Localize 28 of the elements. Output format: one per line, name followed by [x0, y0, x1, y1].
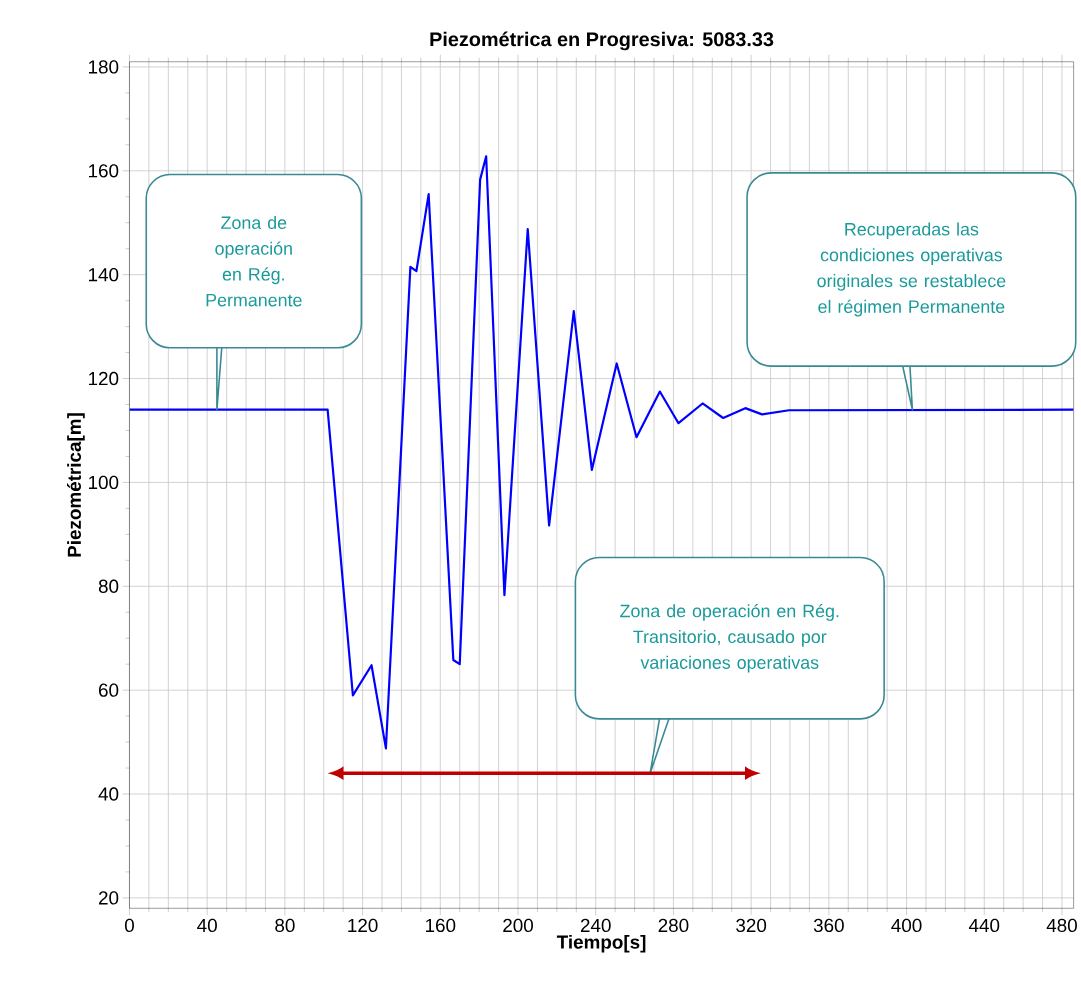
y-tick-label: 80	[98, 579, 119, 594]
y-tick-label: 180	[89, 60, 119, 74]
y-tick-label: 120	[89, 371, 119, 386]
x-tick-label: 40	[197, 918, 217, 933]
x-tick-label: 360	[813, 918, 844, 933]
annotation: Recuperadas las condiciones operativas originales se restablece el régimen Permanente	[817, 222, 1006, 317]
x-tick-label: 280	[658, 918, 689, 933]
y-tick-label: 100	[89, 475, 119, 490]
y-tick-label: 60	[99, 683, 119, 697]
chart-title: Piezométrica en Progresiva: 5083.33	[430, 31, 774, 51]
y-axis-title: Piezométrica[m]	[67, 413, 85, 557]
x-tick-label: 400	[891, 918, 922, 933]
annotation: Zona de operación en Rég. Permanente	[206, 215, 302, 307]
annotation: Zona de operación en Rég. Transitorio, causado por variaciones operativas	[620, 604, 839, 673]
x-tick-label: 480	[1046, 918, 1077, 933]
y-tick-label: 20	[99, 891, 119, 905]
y-tick-label: 160	[89, 164, 119, 178]
x-tick-label: 440	[968, 918, 1000, 933]
x-tick-label: 320	[736, 918, 767, 933]
x-axis-title: Tiempo[s]	[556, 934, 646, 953]
y-tick-label: 140	[89, 268, 119, 282]
x-tick-label: 80	[275, 918, 295, 933]
x-tick-label: 0	[124, 918, 134, 933]
x-tick-label: 160	[426, 918, 456, 933]
x-tick-label: 120	[348, 918, 378, 933]
x-tick-label: 200	[503, 918, 533, 933]
y-tick-label: 40	[98, 787, 119, 801]
x-tick-label: 240	[580, 918, 611, 933]
